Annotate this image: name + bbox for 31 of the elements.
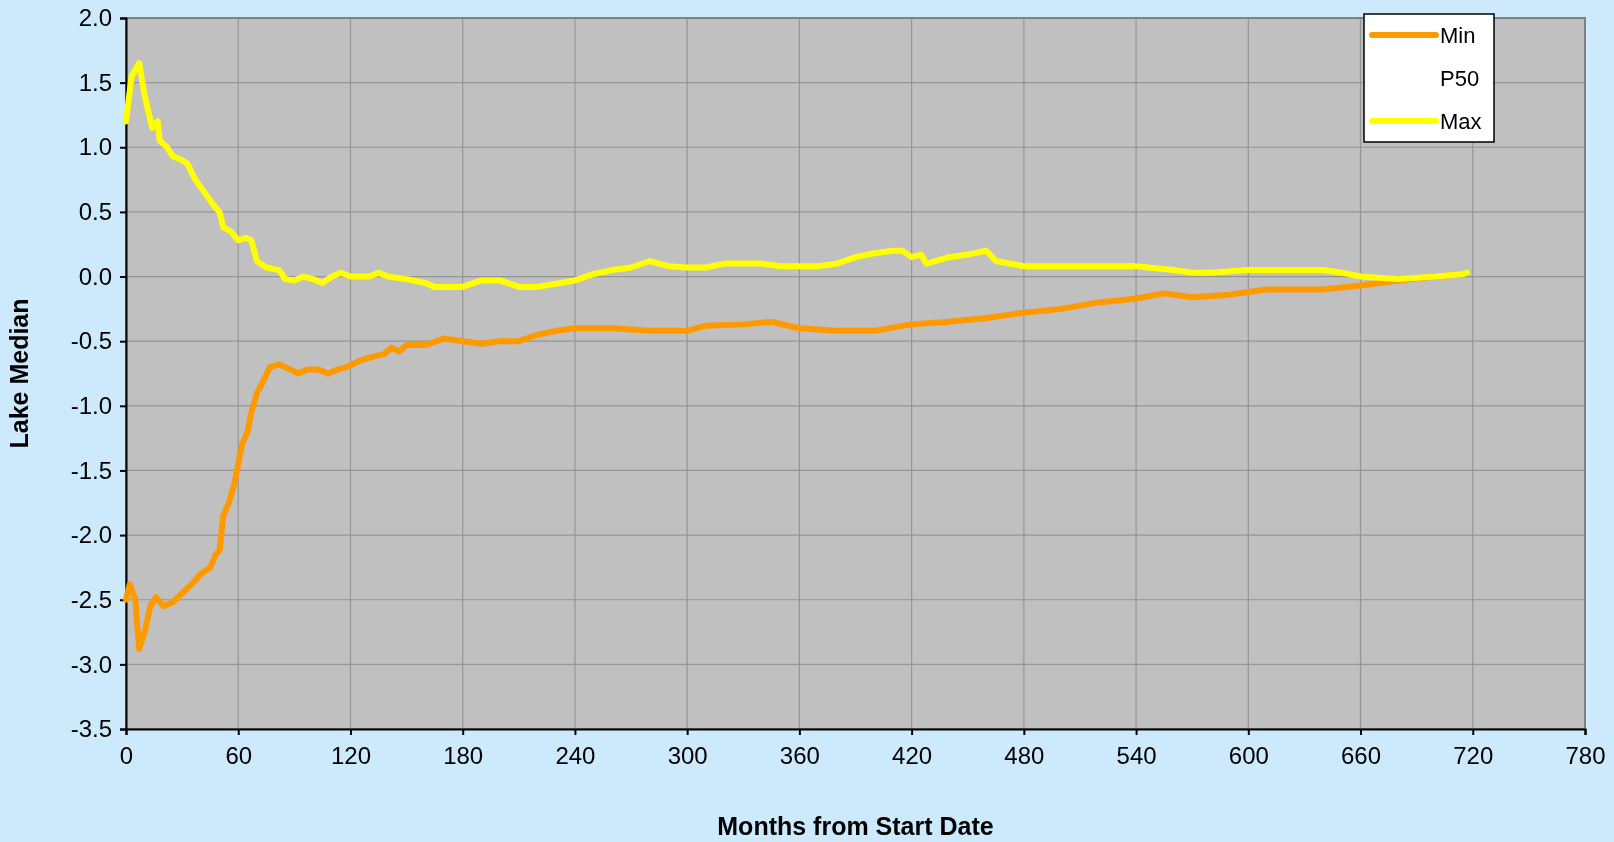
y-tick-label: -2.0 (70, 521, 112, 549)
x-tick-label: 300 (667, 742, 708, 770)
y-tick-label: -2.5 (70, 585, 112, 613)
legend-label: Min (1440, 23, 1476, 48)
legend-label: Max (1440, 109, 1482, 134)
x-tick-label: 60 (225, 742, 253, 770)
text: P50 (1440, 66, 1480, 91)
x-tick-label: 600 (1228, 742, 1269, 770)
x-tick-label: 720 (1453, 742, 1494, 770)
y-tick-label: 2.0 (78, 4, 112, 32)
y-tick-label: -0.5 (70, 327, 112, 355)
x-tick-label: 780 (1565, 742, 1606, 770)
y-tick-label: -1.0 (70, 392, 112, 419)
y-tick-label: -3.0 (70, 650, 112, 678)
x-tick-label: 480 (1004, 742, 1045, 770)
x-tick-label: 420 (892, 742, 933, 770)
y-tick-label: 1.0 (78, 133, 112, 161)
y-tick-label: 0.0 (78, 262, 112, 290)
x-tick-label: 120 (330, 742, 371, 770)
x-tick-label: 660 (1341, 742, 1382, 770)
x-axis-title: Months from Start Date (717, 812, 994, 840)
y-tick-label: -3.5 (70, 715, 112, 743)
x-tick-label: 240 (555, 742, 596, 770)
x-tick-label: 0 (119, 742, 134, 770)
x-tick-label: 180 (443, 742, 484, 770)
y-tick-label: 0.5 (78, 198, 112, 226)
x-tick-label: 360 (779, 742, 820, 770)
x-tick-label: 540 (1116, 742, 1157, 770)
y-tick-label: 1.5 (78, 68, 112, 96)
y-tick-label: -1.5 (70, 456, 112, 484)
y-axis-title: Lake Median (5, 298, 33, 449)
